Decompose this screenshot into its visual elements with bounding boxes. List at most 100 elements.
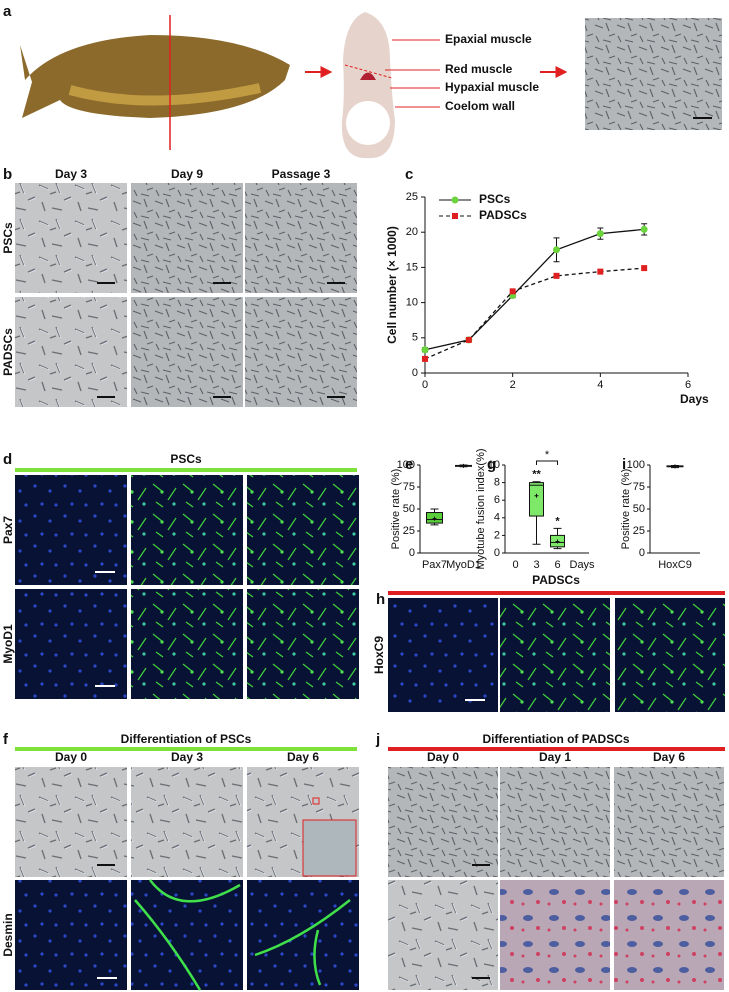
title-bar bbox=[15, 468, 357, 472]
panel-title: PSCs bbox=[170, 452, 202, 466]
row-label: PSCs bbox=[1, 222, 15, 254]
mean bbox=[461, 463, 466, 468]
y-tick-label: 20 bbox=[406, 226, 418, 238]
column-header: Day 0 bbox=[55, 750, 87, 764]
x-tick-label: 6 bbox=[685, 379, 691, 391]
bracket bbox=[536, 460, 558, 465]
micrograph bbox=[500, 880, 610, 990]
micrograph bbox=[131, 880, 243, 990]
x-tick-label: MyoD1 bbox=[446, 559, 481, 571]
y-axis-label: Positive rate (%) bbox=[390, 469, 402, 550]
panel-title: Differentiation of PSCs bbox=[121, 732, 252, 746]
fish-belly bbox=[68, 83, 262, 106]
series-line bbox=[424, 228, 645, 351]
x-tick-label: 0 bbox=[422, 379, 428, 391]
marker bbox=[596, 230, 604, 238]
significance: * bbox=[545, 449, 550, 461]
x-tick-label: 3 bbox=[533, 559, 539, 571]
panel-label: e bbox=[405, 456, 413, 473]
y-axis-label: Positive rate (%) bbox=[620, 469, 632, 550]
myotube bbox=[134, 879, 351, 991]
y-tick-label: 0 bbox=[639, 547, 645, 559]
y-tick-label: 50 bbox=[403, 503, 415, 515]
micrograph bbox=[131, 475, 243, 585]
micrograph bbox=[500, 598, 610, 712]
x-axis-label: Days bbox=[570, 559, 596, 571]
y-tick-label: 0 bbox=[412, 367, 418, 379]
x-tick-label: 0 bbox=[512, 559, 518, 571]
anatomy-label: Red muscle bbox=[445, 62, 513, 76]
y-tick-label: 10 bbox=[488, 459, 500, 471]
panel-label: a bbox=[3, 3, 12, 20]
x-tick-label: 4 bbox=[597, 379, 603, 391]
significance: ** bbox=[532, 469, 541, 481]
panel-label: c bbox=[405, 166, 413, 183]
row-label: Pax7 bbox=[1, 516, 15, 544]
panel-label: d bbox=[3, 451, 12, 468]
micrograph bbox=[388, 767, 498, 877]
mean bbox=[555, 539, 560, 544]
row-label: HoxC9 bbox=[372, 636, 386, 674]
panel-label: g bbox=[487, 456, 496, 473]
micrograph bbox=[245, 297, 357, 407]
column-header: Day 3 bbox=[55, 167, 87, 181]
column-header: Day 6 bbox=[287, 750, 319, 764]
micrograph bbox=[15, 297, 127, 407]
significance: * bbox=[555, 515, 560, 527]
x-tick-label: 2 bbox=[510, 379, 516, 391]
micrograph bbox=[15, 183, 127, 293]
micrograph bbox=[15, 767, 127, 877]
micrograph bbox=[388, 598, 498, 712]
marker bbox=[465, 336, 472, 343]
title-bar bbox=[15, 747, 357, 751]
marker bbox=[509, 288, 516, 295]
y-tick-label: 25 bbox=[406, 191, 418, 203]
marker bbox=[422, 355, 428, 362]
dashed-line bbox=[344, 64, 393, 79]
x-tick-label: HoxC9 bbox=[658, 559, 692, 571]
fish bbox=[20, 35, 290, 118]
series-line bbox=[424, 267, 645, 360]
row-label: MyoD1 bbox=[1, 624, 15, 664]
micrograph bbox=[585, 18, 722, 130]
coelom bbox=[346, 101, 390, 145]
legend-label: PADSCs bbox=[479, 208, 527, 222]
micrograph bbox=[247, 475, 359, 585]
micrograph bbox=[500, 767, 610, 877]
y-tick-label: 10 bbox=[406, 297, 418, 309]
panel-label: h bbox=[376, 591, 385, 608]
x-tick-label: 6 bbox=[554, 559, 560, 571]
row-label: Desmin bbox=[1, 913, 15, 956]
y-tick-label: 75 bbox=[633, 481, 645, 493]
anatomy-label: Epaxial muscle bbox=[445, 32, 532, 46]
title-bar bbox=[388, 747, 725, 751]
marker bbox=[553, 272, 560, 279]
column-header: Day 0 bbox=[427, 750, 459, 764]
micrograph bbox=[614, 880, 724, 990]
micrograph bbox=[15, 880, 127, 990]
micrograph bbox=[615, 598, 725, 712]
y-tick-label: 2 bbox=[494, 529, 500, 541]
column-header: Day 6 bbox=[653, 750, 685, 764]
x-axis-label: Days bbox=[680, 392, 709, 406]
micrograph bbox=[131, 589, 243, 699]
legend-label: PSCs bbox=[479, 192, 511, 206]
marker bbox=[597, 268, 604, 275]
y-tick-label: 75 bbox=[403, 481, 415, 493]
micrograph bbox=[614, 767, 724, 877]
panel-label: j bbox=[375, 731, 380, 748]
column-header: Day 9 bbox=[171, 167, 203, 181]
y-tick-label: 100 bbox=[397, 459, 415, 471]
column-header: Day 3 bbox=[171, 750, 203, 764]
y-tick-label: 4 bbox=[494, 512, 500, 524]
panel-title: Differentiation of PADSCs bbox=[482, 732, 629, 746]
panel-label: b bbox=[3, 166, 12, 183]
row-label: PADSCs bbox=[1, 328, 15, 376]
panel-a-art bbox=[20, 12, 722, 159]
pointer-lines bbox=[385, 39, 440, 108]
panel-label: f bbox=[3, 731, 9, 748]
mean bbox=[534, 493, 539, 498]
anatomy-label: Hypaxial muscle bbox=[445, 80, 539, 94]
anatomy-label: Coelom wall bbox=[445, 99, 515, 113]
